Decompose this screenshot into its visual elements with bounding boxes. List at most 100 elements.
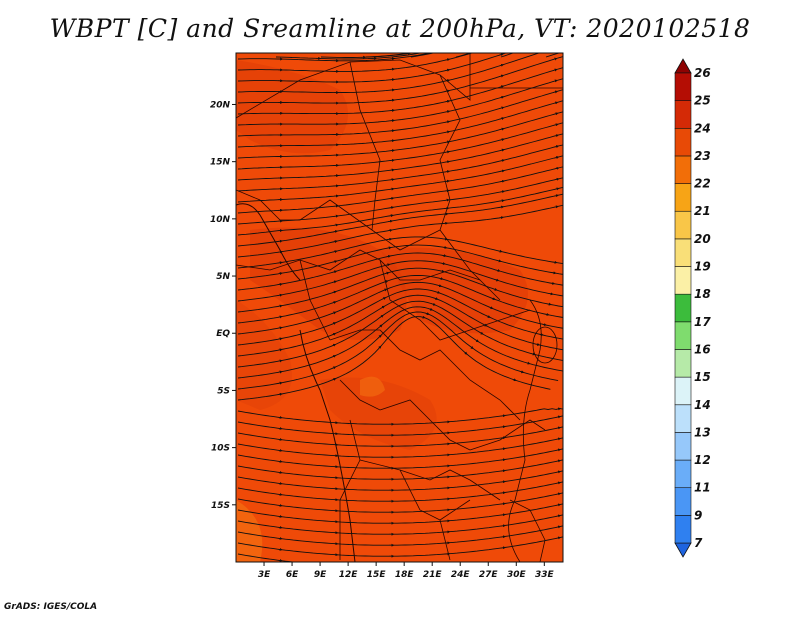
streamline-arrow	[428, 307, 434, 311]
streamline	[237, 437, 563, 458]
streamline-arrow	[499, 85, 505, 89]
streamline	[237, 553, 297, 562]
streamline-arrow	[544, 312, 550, 316]
streamline-arrow	[424, 312, 430, 316]
lakes-east	[508, 299, 542, 562]
streamline-arrow	[555, 459, 562, 463]
streamline-arrow	[331, 355, 337, 358]
streamline-arrow	[500, 458, 506, 462]
streamline-arrow	[498, 216, 504, 220]
streamline-arrow	[445, 49, 449, 50]
streamline-arrow	[538, 333, 544, 337]
streamline-arrow	[474, 339, 480, 343]
streamline-arrow	[500, 535, 506, 539]
lat-tick-label: 5N	[216, 272, 230, 282]
streamline-arrow	[442, 237, 449, 241]
streamline-arrow	[387, 237, 393, 241]
streamline	[237, 53, 433, 62]
streamline-arrow	[500, 513, 506, 517]
streamline-arrow	[553, 101, 559, 105]
streamline-arrow	[439, 269, 445, 273]
streamline-arrow	[500, 502, 506, 506]
streamline-arrow	[553, 123, 559, 127]
streamline-arrow	[500, 436, 506, 440]
colorbar-label: 22	[694, 177, 711, 191]
lat-tick-label: 20N	[210, 100, 231, 110]
streamline-arrow	[511, 378, 517, 382]
streamline	[237, 311, 559, 390]
streamline-arrow	[445, 110, 451, 114]
streamline-arrow	[552, 68, 558, 72]
colorbar-swatch	[674, 459, 692, 489]
latitude-axis: 20N 15N 10N 5N EQ 5S 10S 15S	[210, 100, 236, 511]
lon-tick-label: 30E	[507, 570, 527, 580]
coastline-gulf	[236, 203, 301, 281]
colorbar-swatch	[674, 238, 692, 267]
streamline-arrow	[277, 250, 283, 254]
streamline	[237, 481, 563, 502]
streamline-arrow	[445, 140, 451, 144]
streamline	[237, 300, 563, 368]
streamline-arrow	[277, 415, 283, 419]
streamline-arrow	[555, 407, 562, 411]
streamline-arrow	[444, 160, 451, 164]
streamline-arrow	[377, 345, 382, 350]
colorbar-swatch	[674, 321, 692, 350]
colorbar-label: 26	[694, 66, 711, 80]
streamline-arrow	[500, 480, 506, 484]
streamline-arrow	[277, 392, 283, 396]
streamline-arrow	[500, 524, 506, 528]
streamline-arrow	[277, 525, 283, 529]
streamline-arrow	[553, 194, 559, 198]
lat-tick-label: 5S	[217, 386, 230, 396]
streamline	[237, 415, 563, 436]
streamline-arrow	[496, 259, 502, 263]
streamline-arrow	[494, 278, 500, 282]
streamline-arrow	[499, 117, 505, 121]
streamline-arrow	[277, 282, 283, 286]
streamline	[237, 89, 563, 137]
streamline-arrow	[332, 270, 338, 274]
streamline-arrow	[332, 230, 339, 233]
streamline-arrow	[499, 95, 505, 99]
lat-tick-label: 10S	[211, 444, 230, 454]
colorbar: 7 9 11 12 13 14 15 16 17 18 19 20 21 22 23 24 25 26	[674, 58, 711, 558]
streamline-arrow	[554, 145, 560, 149]
streamline	[237, 306, 563, 379]
colorbar-label: 24	[694, 121, 711, 135]
streamline-arrow	[499, 148, 505, 152]
streamline-arrow	[555, 415, 562, 419]
streamline-arrow	[498, 205, 505, 209]
streamline	[237, 503, 563, 524]
streamline-arrow	[485, 315, 491, 318]
streamline-arrow	[277, 304, 283, 308]
streamline-arrow	[420, 315, 426, 319]
streamline	[237, 204, 563, 258]
streamline-arrow	[277, 326, 283, 330]
streamline-arrow	[499, 190, 505, 194]
streamline	[237, 459, 563, 480]
streamline-arrow	[387, 219, 394, 223]
colorbar-label: 25	[694, 94, 711, 108]
streamline-arrow	[499, 127, 505, 131]
colorbar-max-arrow	[674, 58, 692, 74]
streamline-arrow	[553, 134, 559, 138]
streamline-arrow	[387, 228, 393, 232]
streamline-arrow	[418, 53, 422, 54]
streamline	[237, 100, 563, 148]
colorbar-label: 18	[694, 287, 711, 301]
streamline-arrow	[445, 68, 451, 72]
lon-tick-label: 6E	[286, 570, 299, 580]
colorbar-swatch	[674, 183, 692, 212]
streamline-arrow	[488, 306, 494, 310]
streamline	[237, 67, 563, 115]
streamline-arrow	[499, 106, 505, 110]
streamline-arrow	[331, 322, 337, 325]
colorbar-label: 20	[694, 232, 711, 246]
streamline	[237, 53, 508, 83]
colorbar-label: 23	[694, 149, 711, 163]
streamline-arrow	[331, 378, 337, 381]
streamline-arrow	[519, 370, 525, 374]
streamline	[237, 193, 563, 247]
streamline-arrow	[554, 156, 560, 159]
